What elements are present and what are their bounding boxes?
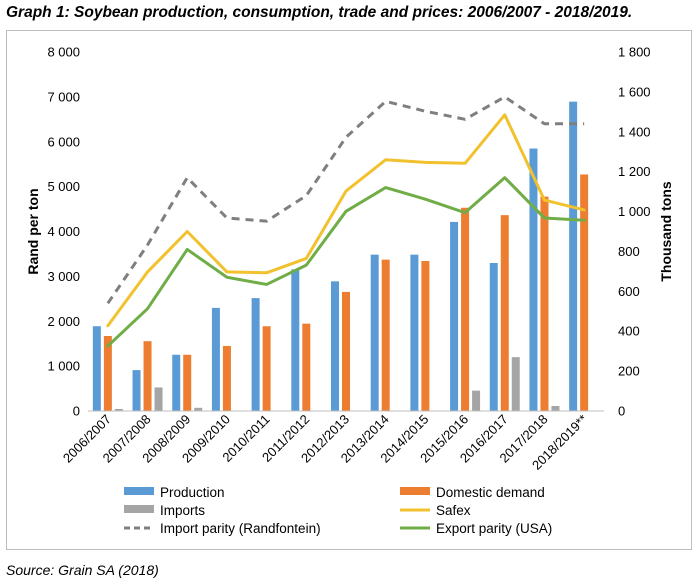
y-right-tick-label: 0 [618,404,625,419]
legend-label: Imports [160,503,205,518]
legend-label: Import parity (Randfontein) [160,521,321,536]
legend-label: Production [160,485,225,500]
y-right-tick-label: 400 [618,324,640,339]
y-left-tick-label: 7 000 [47,89,80,104]
bar [580,174,589,411]
y-right-tick-label: 1 000 [618,204,651,219]
y-right-tick-label: 1 200 [618,164,651,179]
bar [222,345,231,411]
bar [114,409,123,411]
series-line [106,176,586,348]
bar [211,307,220,411]
bar [461,207,470,411]
y-left-axis-title: Rand per ton [25,188,41,274]
y-left-tick-label: 6 000 [47,134,80,149]
series-line [106,113,586,328]
y-right-tick-label: 800 [618,244,640,259]
bar [342,291,350,411]
legend-swatch [124,505,154,513]
source-note: Source: Grain SA (2018) [6,562,159,578]
legend-label: Export parity (USA) [436,521,552,536]
bar [489,263,498,411]
y-left-tick-label: 1 000 [47,359,80,374]
bar [251,298,260,411]
y-right-tick-label: 1 800 [618,45,651,60]
legend-label: Safex [436,503,471,518]
bar [370,254,379,411]
bar [172,354,181,411]
y-right-tick-label: 1 400 [618,124,651,139]
bar [132,370,141,411]
y-left-tick-label: 8 000 [47,45,80,60]
legend-swatch [400,487,430,495]
bar [511,357,520,411]
bar [540,196,549,411]
bar [154,387,163,411]
series-line [106,95,585,305]
bar [183,354,192,411]
bar [569,101,578,411]
bar [331,281,339,411]
bar [472,390,481,411]
bar [194,407,203,411]
bar [500,215,509,411]
chart-frame [6,30,692,550]
y-left-tick-label: 0 [73,404,80,419]
y-left-tick-label: 3 000 [47,269,80,284]
y-right-tick-label: 600 [618,284,640,299]
bar [551,406,560,411]
bar [410,254,419,411]
y-left-tick-label: 2 000 [47,314,80,329]
y-right-tick-label: 200 [618,364,640,379]
bar [381,259,390,411]
bar [143,341,152,411]
y-right-axis-title: Thousand tons [658,181,674,282]
bar [291,269,300,411]
legend-swatch [124,487,154,495]
bar [450,221,459,411]
y-right-tick-label: 1 600 [618,84,651,99]
y-left-tick-label: 4 000 [47,224,80,239]
bar [529,148,538,411]
bar [302,323,311,411]
y-left-tick-label: 5 000 [47,179,80,194]
bar [262,326,271,411]
legend-label: Domestic demand [436,485,545,500]
bar [421,261,430,411]
bar [92,326,101,411]
bar [103,336,112,411]
chart-title: Graph 1: Soybean production, consumption… [6,4,633,21]
